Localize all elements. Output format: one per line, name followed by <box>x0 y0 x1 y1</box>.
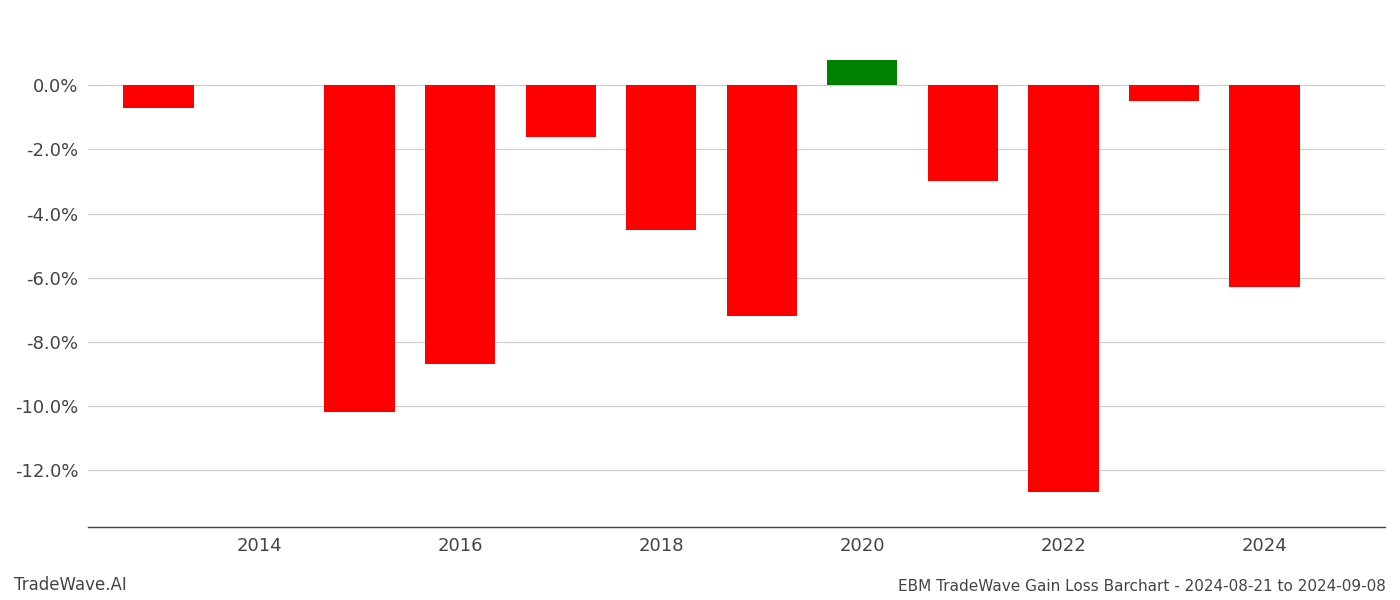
Text: EBM TradeWave Gain Loss Barchart - 2024-08-21 to 2024-09-08: EBM TradeWave Gain Loss Barchart - 2024-… <box>899 579 1386 594</box>
Bar <box>827 60 897 85</box>
Bar <box>525 85 596 137</box>
Bar <box>426 85 496 364</box>
Bar <box>1229 85 1299 287</box>
Bar <box>123 85 193 108</box>
Bar <box>928 85 998 181</box>
Bar <box>1028 85 1099 492</box>
Bar <box>1128 85 1198 101</box>
Text: TradeWave.AI: TradeWave.AI <box>14 576 127 594</box>
Bar <box>626 85 696 230</box>
Bar <box>727 85 797 316</box>
Bar <box>325 85 395 412</box>
